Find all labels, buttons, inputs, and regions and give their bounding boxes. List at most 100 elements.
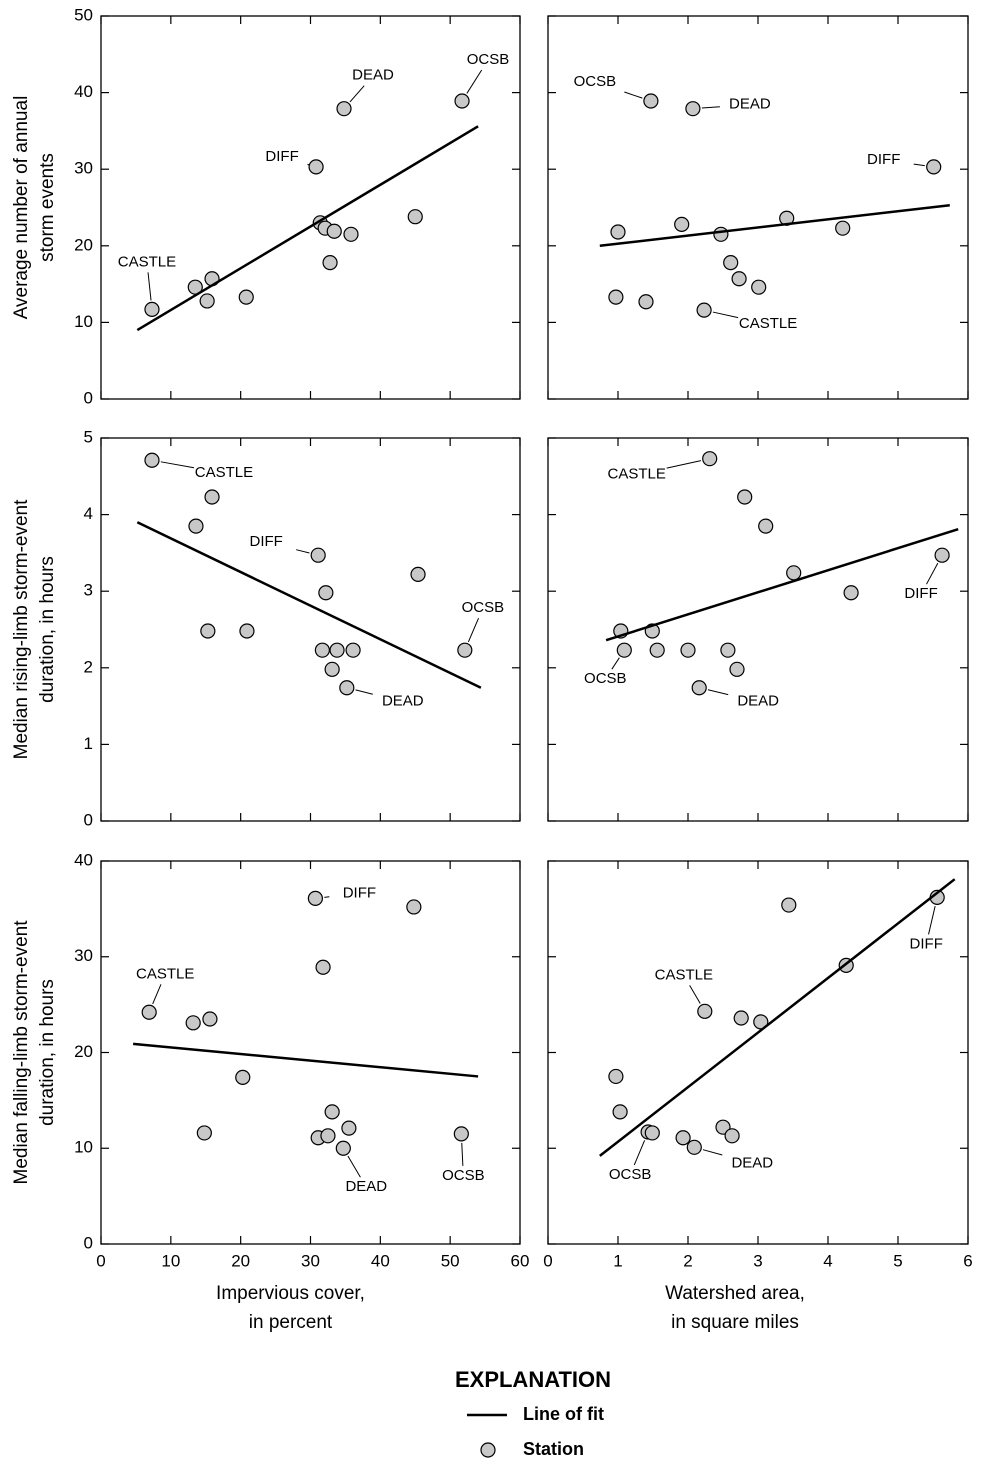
- station-point: [329, 642, 345, 658]
- station-point: [720, 642, 736, 658]
- station-label: DIFF: [343, 884, 376, 901]
- plot-frame: [547, 437, 969, 822]
- fit-line: [599, 203, 950, 248]
- y-tick-label: 40: [74, 82, 93, 101]
- station-point: [410, 566, 426, 582]
- station-point: [737, 489, 753, 505]
- station-label: OCSB: [574, 73, 617, 90]
- x-tick-label: 40: [371, 1251, 390, 1270]
- station-label: DEAD: [731, 1154, 773, 1171]
- x-tick-label: 0: [96, 1251, 105, 1270]
- x-tick-label: 20: [231, 1251, 250, 1270]
- legend-entry: Line of fit: [523, 1404, 604, 1424]
- station-point: [345, 642, 361, 658]
- station-point: [336, 101, 352, 117]
- leader-line: [913, 163, 925, 167]
- station-point: [144, 452, 160, 468]
- station-point: [199, 293, 215, 309]
- leader-line: [347, 1155, 361, 1178]
- station-label: CASTLE: [739, 315, 797, 332]
- station-label: CASTLE: [195, 464, 253, 481]
- legend-title: EXPLANATION: [455, 1367, 611, 1392]
- station-point: [324, 661, 340, 677]
- plot-frame: [100, 437, 521, 822]
- fit-line: [133, 1042, 479, 1078]
- leader-line: [666, 460, 702, 469]
- legend-point-key: [480, 1442, 496, 1458]
- station-label: CASTLE: [608, 466, 666, 483]
- station-point: [314, 642, 330, 658]
- station-label: DEAD: [729, 96, 771, 113]
- x-tick-label: 50: [441, 1251, 460, 1270]
- y-axis-label: duration, in hours: [37, 979, 58, 1126]
- station-point: [239, 623, 255, 639]
- y-axis-label: storm events: [37, 153, 58, 262]
- station-point: [758, 518, 774, 534]
- station-label: CASTLE: [655, 966, 713, 983]
- station-point: [713, 226, 729, 242]
- station-point: [324, 1104, 340, 1120]
- leader-line: [611, 657, 620, 670]
- station-point: [691, 680, 707, 696]
- station-point: [729, 661, 745, 677]
- y-tick-label: 20: [74, 235, 93, 254]
- x-tick-label: 3: [753, 1251, 762, 1270]
- station-label: DIFF: [265, 148, 298, 165]
- y-tick-label: 30: [74, 159, 93, 178]
- station-point: [307, 890, 323, 906]
- leader-line: [926, 562, 939, 585]
- station-point: [326, 223, 342, 239]
- y-axis-label: Median falling-limb storm-event: [11, 920, 32, 1185]
- y-tick-label: 0: [84, 388, 93, 407]
- station-label: DEAD: [737, 693, 779, 710]
- x-tick-label: 30: [301, 1251, 320, 1270]
- fit-line: [599, 878, 956, 1157]
- station-point: [457, 642, 473, 658]
- leader-line: [633, 1140, 646, 1166]
- x-tick-label: 5: [893, 1251, 902, 1270]
- fit-line: [136, 521, 482, 689]
- station-label: CASTLE: [118, 253, 176, 270]
- station-label: OCSB: [442, 1167, 485, 1184]
- x-tick-label: 4: [823, 1251, 832, 1270]
- station-point: [731, 271, 747, 287]
- station-point: [608, 289, 624, 305]
- y-axis-label: duration, in hours: [37, 556, 58, 703]
- station-point: [674, 216, 690, 232]
- station-point: [322, 255, 338, 271]
- station-label: OCSB: [609, 1166, 652, 1183]
- station-point: [608, 1068, 624, 1085]
- legend-entry: Station: [523, 1439, 584, 1459]
- y-axis-label: Median rising-limb storm-event: [11, 499, 32, 759]
- station-point: [686, 1139, 702, 1155]
- station-point: [675, 1130, 691, 1146]
- station-point: [141, 1004, 157, 1020]
- station-point: [318, 585, 334, 601]
- x-tick-label: 6: [963, 1251, 972, 1270]
- station-point: [702, 451, 718, 467]
- y-tick-label: 30: [74, 946, 93, 965]
- station-point: [202, 1011, 218, 1027]
- station-point: [320, 1128, 336, 1144]
- station-label: OCSB: [467, 51, 510, 68]
- station-point: [454, 93, 470, 109]
- leader-line: [624, 91, 643, 99]
- station-point: [696, 302, 712, 318]
- leader-line: [296, 549, 310, 554]
- station-point: [235, 1069, 251, 1085]
- station-point: [724, 1128, 740, 1144]
- leader-line: [147, 272, 152, 301]
- station-point: [638, 294, 654, 310]
- y-tick-label: 50: [74, 5, 93, 24]
- leader-line: [355, 689, 373, 695]
- fit-line: [605, 527, 959, 642]
- station-point: [643, 93, 659, 109]
- station-point: [644, 1125, 660, 1141]
- station-point: [335, 1140, 351, 1156]
- leader-line: [689, 985, 701, 1004]
- station-point: [343, 226, 359, 242]
- leader-line: [466, 69, 483, 94]
- station-point: [781, 897, 797, 913]
- y-tick-label: 40: [74, 850, 93, 869]
